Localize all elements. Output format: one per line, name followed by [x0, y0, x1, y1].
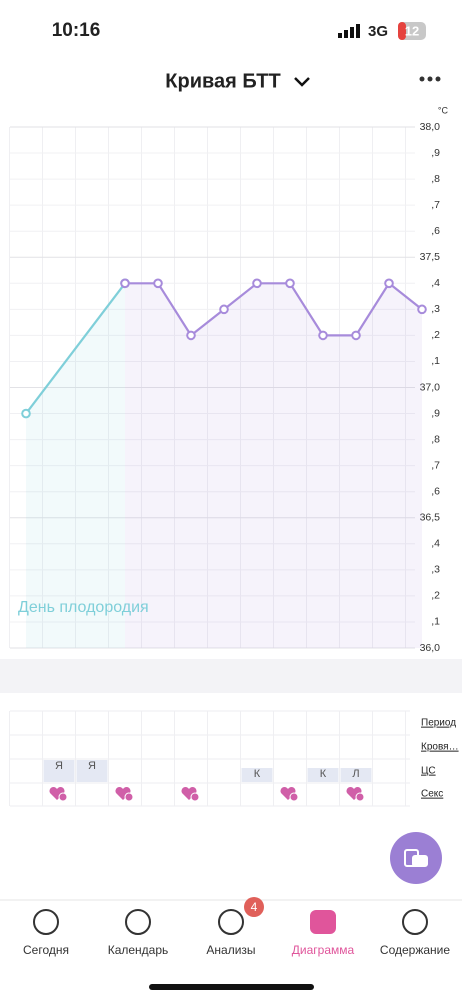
nav-label[interactable]: Календарь — [108, 943, 169, 957]
y-tick-label: ,2 — [431, 329, 440, 341]
y-tick-label: 37,5 — [420, 251, 441, 263]
cs-label: К — [320, 768, 327, 780]
area — [26, 283, 125, 648]
y-tick-label: ,1 — [431, 616, 440, 628]
point[interactable] — [153, 278, 163, 289]
sex-icon — [115, 786, 131, 800]
home-indicator — [149, 984, 314, 990]
status-time: 10:16 — [52, 20, 101, 41]
cs-cell — [340, 768, 372, 782]
tracker-row-label[interactable]: ЦС — [421, 766, 436, 777]
sex-icon — [49, 786, 65, 800]
y-tick-label: ,7 — [431, 459, 440, 471]
tracker: Период Кровя… ЦС Секс Я Я К К Л — [9, 710, 459, 807]
point[interactable] — [186, 330, 196, 341]
nav-label[interactable]: Сегодня — [23, 943, 69, 957]
y-tick-label: ,7 — [431, 199, 440, 211]
y-tick-label: ,1 — [431, 355, 440, 367]
tracker-row-label[interactable]: Секс — [421, 789, 443, 800]
point[interactable] — [120, 278, 130, 289]
nav-icon[interactable] — [125, 909, 151, 935]
cs-cell — [43, 760, 75, 782]
nav-icon[interactable] — [310, 910, 336, 934]
cs-cell — [307, 768, 339, 782]
sex-icon — [181, 786, 197, 800]
point[interactable] — [417, 304, 427, 315]
cs-label: К — [254, 768, 261, 780]
nav-label[interactable]: Диаграмма — [292, 943, 355, 957]
cs-label: Я — [88, 760, 96, 772]
line — [125, 281, 423, 338]
y-tick-label: ,3 — [431, 303, 440, 315]
dropdown-icon[interactable] — [294, 77, 310, 87]
y-tick-label: ,2 — [431, 590, 440, 602]
y-tick-label: 38,0 — [420, 121, 441, 133]
nav-icon[interactable] — [402, 909, 428, 935]
status-network: 3G — [368, 23, 388, 40]
header-title[interactable]: Кривая БТТ — [165, 70, 280, 92]
point[interactable] — [384, 278, 394, 289]
signal — [338, 24, 360, 38]
y-tick-label: 36,0 — [420, 642, 441, 654]
battery-level — [398, 22, 406, 40]
sex-icon — [280, 786, 296, 800]
nav-bar: Сегодня Календарь Анализы Диаграмма Содержан… — [23, 897, 450, 957]
fab-icon — [404, 849, 428, 867]
cs-cell — [76, 760, 108, 782]
nav-icon[interactable] — [33, 909, 59, 935]
annotation: День плодородия — [18, 599, 149, 616]
tracker-row-label[interactable]: Период — [421, 718, 456, 729]
date-band — [0, 659, 462, 693]
nav-label[interactable]: Содержание — [380, 943, 450, 957]
nav-label[interactable]: Анализы — [206, 943, 255, 957]
point[interactable] — [252, 278, 262, 289]
sex-icon-badge — [355, 792, 365, 802]
sex-icon-badge — [289, 792, 299, 802]
nav-icon[interactable] — [218, 909, 244, 935]
point[interactable] — [219, 304, 229, 315]
sex-icon-badge — [124, 792, 134, 802]
y-tick-label: ,9 — [431, 407, 440, 419]
sex-icon — [346, 786, 362, 800]
y-tick-label: ,3 — [431, 564, 440, 576]
y-tick-label: ,8 — [431, 173, 440, 185]
y-tick-label: ,9 — [431, 147, 440, 159]
point[interactable] — [351, 330, 361, 341]
y-tick-label: ,8 — [431, 433, 440, 445]
y-tick-label: 36,5 — [420, 512, 441, 524]
unit-label: °C — [438, 105, 449, 115]
point[interactable] — [318, 330, 328, 341]
cs-label: Я — [55, 760, 63, 772]
chart: 38,0 ,9 ,8 ,7 ,6 37,5 ,4 ,3 ,2 ,1 37,0 ,9 ,8 ,7 ,6 36,5… — [9, 105, 452, 693]
y-tick-label: ,6 — [431, 485, 440, 497]
y-tick-label: ,4 — [431, 538, 440, 550]
y-tick-label: ,4 — [431, 277, 440, 289]
cs-cell — [241, 768, 273, 782]
more-button[interactable] — [419, 76, 441, 82]
line — [25, 282, 126, 415]
tracker-row-label[interactable]: Кровя… — [421, 742, 459, 753]
point[interactable] — [21, 408, 31, 419]
y-tick-label: 37,0 — [420, 381, 441, 393]
sex-icon-badge — [190, 792, 200, 802]
sex-icon-badge — [58, 792, 68, 802]
y-tick-label: ,6 — [431, 225, 440, 237]
nav-badge — [244, 897, 264, 917]
point[interactable] — [285, 278, 295, 289]
area — [125, 283, 422, 648]
battery-text: 12 — [405, 23, 419, 38]
nav-badge-text: 4 — [251, 900, 258, 914]
cs-label: Л — [352, 768, 359, 780]
